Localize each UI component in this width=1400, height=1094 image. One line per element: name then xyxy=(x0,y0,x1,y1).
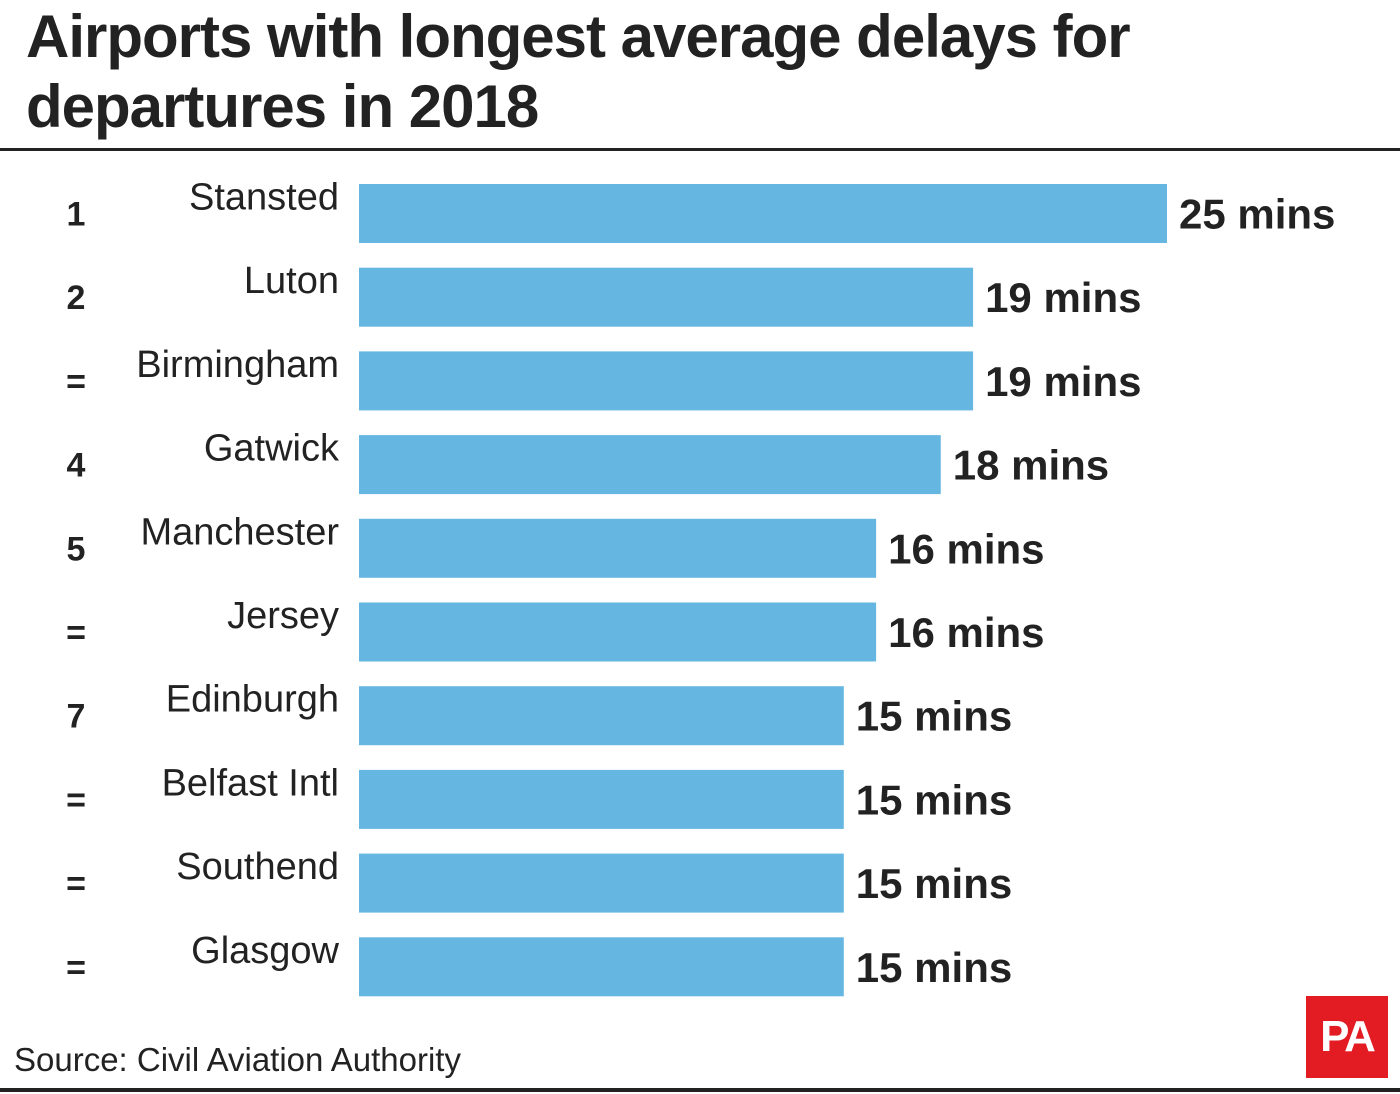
value-label-belfast-intl: 15 mins xyxy=(856,776,1012,823)
rank-label-luton: 2 xyxy=(67,279,86,317)
bar-southend xyxy=(359,853,844,913)
source-note: Source: Civil Aviation Authority xyxy=(14,1041,461,1078)
rank-label-southend: = xyxy=(66,865,86,903)
value-label-edinburgh: 15 mins xyxy=(856,693,1012,740)
category-label-birmingham: Birmingham xyxy=(136,344,339,386)
category-label-edinburgh: Edinburgh xyxy=(166,679,339,721)
rank-label-stansted: 1 xyxy=(67,196,86,234)
bar-birmingham xyxy=(359,351,974,411)
value-label-manchester: 16 mins xyxy=(888,525,1044,572)
category-label-jersey: Jersey xyxy=(227,595,339,637)
rank-label-manchester: 5 xyxy=(67,530,86,568)
category-label-manchester: Manchester xyxy=(140,511,339,553)
category-label-southend: Southend xyxy=(176,846,339,888)
category-label-belfast-intl: Belfast Intl xyxy=(162,762,339,804)
rank-label-edinburgh: 7 xyxy=(67,698,86,736)
bar-belfast-intl xyxy=(359,769,844,829)
value-label-stansted: 25 mins xyxy=(1179,191,1335,238)
pa-logo: PA xyxy=(1306,996,1388,1078)
chart-title: Airports with longest average delays for… xyxy=(26,3,1131,140)
category-label-luton: Luton xyxy=(244,260,339,302)
rank-label-glasgow: = xyxy=(66,949,86,987)
bar-edinburgh xyxy=(359,686,844,746)
top-divider xyxy=(0,148,1400,151)
rank-label-jersey: = xyxy=(66,614,86,652)
value-label-glasgow: 15 mins xyxy=(856,944,1012,991)
bar-gatwick xyxy=(359,435,941,495)
value-label-southend: 15 mins xyxy=(856,860,1012,907)
rank-label-belfast-intl: = xyxy=(66,781,86,819)
value-label-luton: 19 mins xyxy=(985,274,1141,321)
bar-glasgow xyxy=(359,937,844,997)
value-label-gatwick: 18 mins xyxy=(953,442,1109,489)
bar-stansted xyxy=(359,184,1167,243)
rank-label-birmingham: = xyxy=(66,363,86,401)
category-label-stansted: Stansted xyxy=(189,177,339,219)
bar-jersey xyxy=(359,602,877,662)
value-label-birmingham: 19 mins xyxy=(985,358,1141,405)
bottom-divider xyxy=(0,1088,1400,1092)
bar-chart: 1 Stansted 25 mins 2 Luton 19 mins = Birmingham… xyxy=(66,177,1335,997)
category-label-gatwick: Gatwick xyxy=(204,428,340,470)
category-label-glasgow: Glasgow xyxy=(191,930,339,972)
bar-manchester xyxy=(359,518,877,578)
rank-label-gatwick: 4 xyxy=(67,447,86,485)
value-label-jersey: 16 mins xyxy=(888,609,1044,656)
bar-luton xyxy=(359,267,974,327)
